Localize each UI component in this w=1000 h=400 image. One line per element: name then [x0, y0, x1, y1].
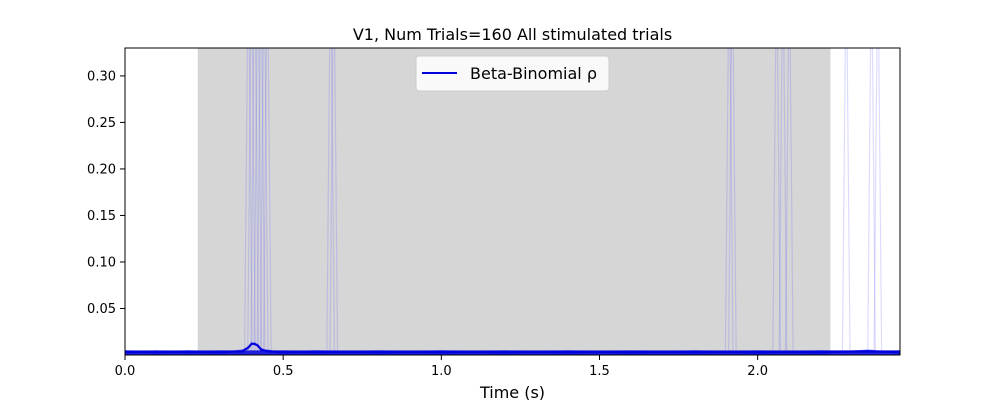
trial-trace-spike	[256, 48, 266, 353]
y-tick-label: 0.05	[87, 302, 116, 317]
stimulus-window	[197, 48, 831, 355]
trial-trace-spike	[243, 48, 253, 353]
axes-frame	[124, 47, 901, 356]
series-baseline-band	[125, 350, 900, 355]
trial-trace-spike	[326, 48, 336, 353]
legend: Beta-Binomial ρ	[415, 55, 610, 92]
y-tick-label: 0.30	[87, 69, 116, 84]
x-axis: 0.0 0.5 1.0 1.5 2.0	[115, 355, 768, 379]
chart-title: V1, Num Trials=160 All stimulated trials	[353, 25, 672, 44]
trial-trace-spike	[867, 48, 876, 353]
trial-trace-spike	[329, 48, 339, 353]
trial-trace-spike	[250, 48, 260, 353]
x-tick-label: 1.5	[589, 364, 610, 379]
y-axis: 0.05 0.10 0.15 0.20 0.25 0.30	[87, 69, 125, 317]
x-tick-label: 0.0	[115, 364, 136, 379]
trial-trace-spike	[247, 48, 256, 353]
trial-trace-spike	[262, 48, 272, 353]
x-axis-label: Time (s)	[479, 383, 545, 400]
y-tick-label: 0.20	[87, 162, 116, 177]
trial-trace-spike	[784, 48, 794, 353]
legend-entry-beta-binomial: Beta-Binomial ρ	[470, 64, 597, 83]
x-tick-label: 0.5	[273, 364, 294, 379]
legend-box	[415, 55, 610, 92]
trial-trace-spike	[873, 48, 883, 353]
trial-trace-spike	[727, 48, 737, 353]
x-tick-label: 1.0	[431, 364, 452, 379]
plot-area	[125, 48, 900, 355]
y-tick-label: 0.10	[87, 255, 116, 270]
trial-trace-spike	[253, 48, 263, 353]
trial-trace-spike	[259, 48, 269, 353]
trial-trace-spike	[841, 48, 851, 353]
trial-trace-spike	[772, 48, 782, 353]
x-tick-label: 2.0	[747, 364, 768, 379]
trial-trace-spike	[724, 48, 734, 353]
y-tick-label: 0.15	[87, 209, 116, 224]
trial-trace-spike	[778, 48, 788, 353]
y-tick-label: 0.25	[87, 116, 116, 131]
